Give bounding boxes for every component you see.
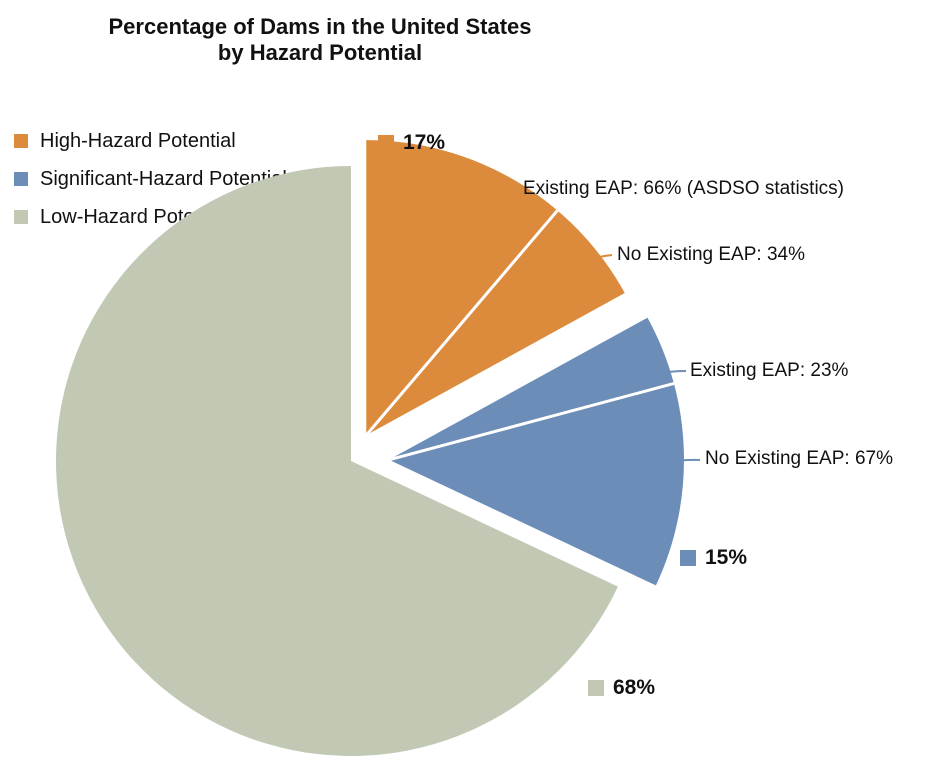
pct-swatch-high-hazard: [378, 135, 394, 151]
pct-swatch-significant-hazard: [680, 550, 696, 566]
legend: High-Hazard Potential Significant-Hazard…: [14, 128, 287, 242]
legend-swatch-significant-hazard: [14, 172, 28, 186]
legend-label-high-hazard: High-Hazard Potential: [40, 129, 236, 152]
legend-item-significant-hazard: Significant-Hazard Potential: [14, 166, 287, 192]
pie-slice-divider-high-hazard: [365, 209, 559, 437]
pie-slice-significant-hazard: [388, 317, 684, 586]
callout-arrow-high-existing: [468, 187, 519, 215]
callout-high-no-existing-eap: No Existing EAP: 34%: [617, 244, 805, 265]
legend-label-significant-hazard: Significant-Hazard Potential: [40, 167, 287, 190]
pct-label-high-hazard: 17%: [378, 131, 445, 155]
callout-significant-existing-eap: Existing EAP: 23%: [690, 360, 849, 381]
legend-swatch-low-hazard: [14, 210, 28, 224]
pie-slice-low-hazard: [55, 165, 618, 756]
chart-title-line-1: Percentage of Dams in the United States: [108, 14, 532, 39]
pct-value-significant-hazard: 15%: [705, 546, 748, 569]
pie-slice-divider-significant-hazard: [388, 382, 675, 462]
pct-value-low-hazard: 68%: [613, 676, 656, 699]
callout-arrow-high-no-existing: [566, 254, 613, 279]
legend-item-high-hazard: High-Hazard Potential: [14, 128, 287, 154]
pct-swatch-low-hazard: [588, 680, 604, 696]
pct-label-significant-hazard: 15%: [680, 546, 747, 570]
chart-title: Percentage of Dams in the United States …: [0, 14, 640, 66]
callout-high-existing-eap: Existing EAP: 66% (ASDSO statistics): [523, 178, 844, 199]
callout-arrow-significant-no-existing: [645, 458, 701, 473]
pct-value-high-hazard: 17%: [403, 131, 446, 154]
callout-arrow-significant-existing: [629, 370, 687, 385]
callout-significant-no-existing-eap: No Existing EAP: 67%: [705, 448, 893, 469]
pct-label-low-hazard: 68%: [588, 676, 655, 700]
legend-swatch-high-hazard: [14, 134, 28, 148]
chart-title-line-2: by Hazard Potential: [217, 40, 423, 65]
